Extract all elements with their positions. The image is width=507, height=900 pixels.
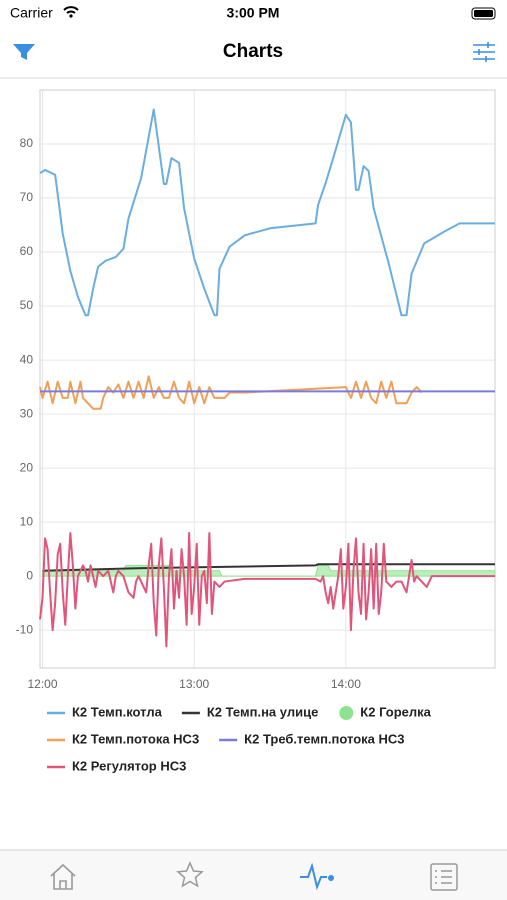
wifi-icon [63, 6, 79, 14]
y-tick-label: 40 [20, 352, 34, 366]
legend-label: К2 Темп.котла [72, 704, 163, 719]
y-tick-label: 60 [20, 244, 34, 258]
y-tick-label: 10 [20, 514, 34, 528]
carrier: Carrier [10, 5, 53, 21]
plot-frame [39, 89, 496, 669]
series-line [39, 375, 423, 410]
y-tick-label: 20 [20, 460, 34, 474]
y-tick-label: -10 [16, 622, 34, 636]
y-tick-label: 30 [20, 406, 34, 420]
tab-favorites[interactable] [176, 861, 204, 888]
wifi-dot [69, 14, 73, 18]
tab-bar [0, 851, 507, 900]
plot: -10 0 10 20 30 40 50 60 70 80 12:00 13:00 14:00 К2 Те… [16, 89, 496, 773]
settings-button[interactable] [473, 42, 495, 62]
legend-marker [339, 706, 354, 720]
y-tick-label: 80 [20, 136, 34, 150]
legend-label: К2 Темп.потока НС3 [72, 731, 199, 746]
legend-label: К2 Треб.темп.потока НС3 [244, 731, 404, 746]
tab-charts-dot [328, 875, 334, 881]
filter-button[interactable] [13, 44, 35, 60]
battery-level [474, 10, 493, 17]
tab-home[interactable] [50, 863, 76, 890]
legend-label: К2 Темп.на улице [207, 704, 318, 719]
legend-label: К2 Горелка [360, 704, 431, 719]
tab-list[interactable] [430, 863, 458, 891]
legend-label: К2 Регулятор НС3 [72, 758, 186, 773]
series-line [39, 531, 495, 648]
tab-charts[interactable] [300, 862, 327, 891]
x-tick-label: 13:00 [179, 677, 209, 691]
series-line [39, 108, 495, 317]
x-tick-label: 12:00 [28, 677, 58, 691]
x-tick-label: 14:00 [331, 677, 361, 691]
battery [471, 7, 496, 20]
nav-title: Charts [223, 41, 283, 62]
y-tick-label: 70 [20, 190, 34, 204]
clock: 3:00 PM [227, 5, 280, 21]
y-tick-label: 0 [26, 568, 33, 582]
y-tick-label: 50 [20, 298, 34, 312]
